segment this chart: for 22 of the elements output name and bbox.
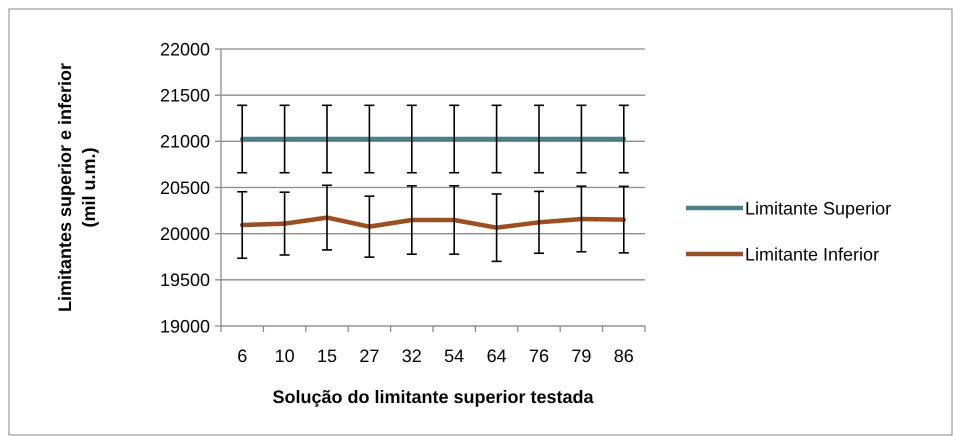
y-tick-label: 22000 [160, 39, 210, 60]
x-tick-label: 79 [571, 346, 592, 366]
x-tick-label: 64 [486, 346, 507, 366]
legend-label: Limitante Inferior [745, 244, 880, 264]
y-axis-title: Limitantes superior e inferior (mil u.m.) [55, 62, 99, 312]
x-tick-label: 76 [528, 346, 550, 366]
x-tick-label: 10 [274, 346, 295, 366]
y-tick-label: 19000 [160, 316, 210, 336]
y-tick-label: 21000 [160, 132, 210, 152]
x-tick-label: 32 [402, 346, 422, 366]
y-tick-label: 21500 [160, 85, 210, 106]
x-axis-title: Solução do limitante superior testada [272, 387, 595, 407]
x-tick-label: 54 [444, 346, 464, 366]
y-tick-label: 20000 [160, 224, 210, 244]
x-tick-label: 86 [614, 346, 634, 366]
x-tick-label: 15 [316, 346, 338, 366]
y-tick-label: 20500 [160, 178, 210, 198]
legend-label: Limitante Superior [745, 198, 892, 218]
x-tick-label: 27 [359, 346, 380, 366]
x-tick-label: 6 [237, 346, 248, 366]
y-tick-label: 19500 [160, 270, 210, 290]
line-series [240, 215, 626, 230]
